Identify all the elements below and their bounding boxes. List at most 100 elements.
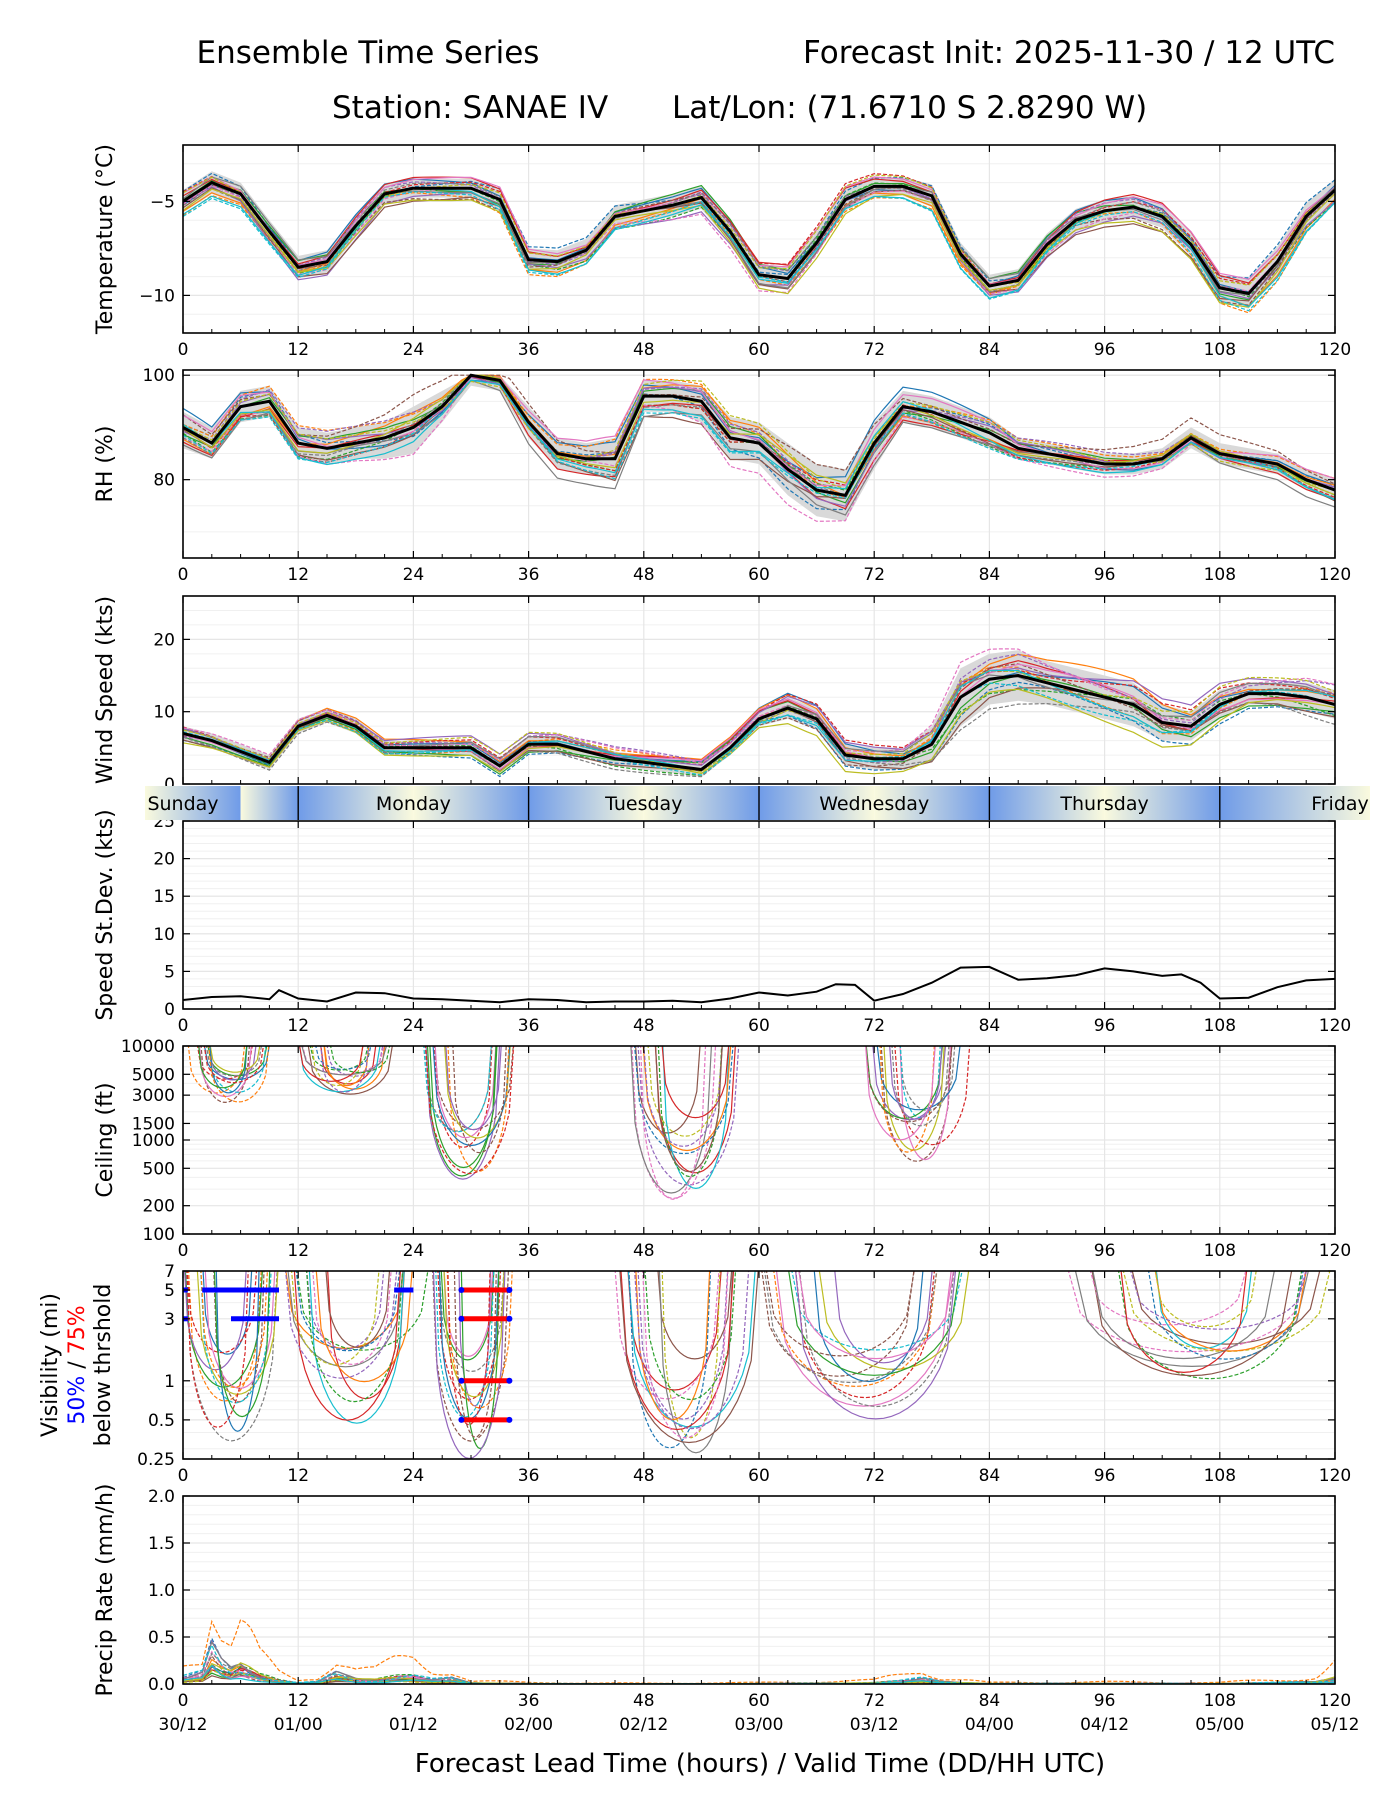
panel-wind_speed: 0122436486072849610812001020Wind Speed (…	[93, 595, 1351, 811]
y-tick-label: 1500	[132, 1114, 175, 1134]
ensemble-member-line	[446, 1271, 513, 1409]
ensemble-member-line	[894, 1046, 971, 1146]
valid-time-label: 05/00	[1195, 1715, 1244, 1735]
ensemble-member-line	[183, 374, 1335, 498]
day-label-monday: Monday	[376, 793, 451, 815]
ensemble-member-line	[1089, 1271, 1247, 1326]
spread-band	[183, 375, 1335, 522]
y-tick-label: 1000	[132, 1131, 175, 1151]
separator-label: /	[65, 1354, 90, 1375]
ensemble-member-line	[1092, 1271, 1275, 1360]
ensemble-member-line	[295, 1271, 401, 1352]
ensemble-member-line	[183, 648, 1335, 764]
x-tick-label: 96	[1094, 340, 1116, 360]
ensemble-member-line	[631, 1046, 717, 1200]
x-tick-label: 108	[1204, 1691, 1236, 1711]
x-tick-label: 120	[1319, 1241, 1351, 1261]
ensemble-member-line	[661, 1271, 721, 1439]
ensemble-member-line	[183, 379, 1335, 486]
x-tick-label: 0	[178, 1016, 189, 1036]
ensemble-member-line	[323, 1046, 370, 1087]
y-axis-label: RH (%)	[93, 426, 118, 503]
p75-label: 75%	[65, 1305, 90, 1354]
ensemble-member-line	[1148, 1271, 1304, 1360]
plot-area-temperature	[183, 171, 1335, 314]
ensemble-member-line	[637, 1046, 740, 1186]
x-tick-label: 72	[863, 340, 885, 360]
y-tick-label: 10	[153, 703, 175, 723]
ensemble-member-line	[761, 1271, 915, 1377]
x-tick-label: 84	[979, 1016, 1001, 1036]
y-axis-label: Precip Rate (mm/h)	[93, 1484, 118, 1697]
threshold-bar-cap	[506, 1286, 513, 1293]
plot-area-rh	[183, 373, 1335, 522]
x-tick-label: 108	[1204, 565, 1236, 585]
x-tick-label: 48	[633, 1466, 655, 1486]
ensemble-member-line	[432, 1046, 511, 1147]
valid-time-label: 01/00	[274, 1715, 323, 1735]
ensemble-member-line	[185, 1271, 278, 1442]
y-tick-label: 200	[143, 1197, 175, 1217]
ensemble-member-line	[1118, 1271, 1303, 1380]
x-tick-label: 0	[178, 1466, 189, 1486]
ensemble-member-line	[424, 1046, 492, 1132]
ensemble-member-line	[296, 1271, 429, 1351]
y-tick-label: 10000	[121, 1037, 175, 1057]
ensemble-member-line	[306, 1271, 385, 1351]
panel-ceiling: 0 12 24 36 48 60 72 84 96 108 120 100 200 500 10001500…	[93, 1037, 1351, 1261]
y-tick-label: −5	[150, 192, 175, 212]
ensemble-member-line	[654, 1046, 736, 1174]
day-of-week-bar: Sunday Monday Tuesday Wednesday Thursday Frid…	[145, 786, 1370, 820]
ensemble-member-line	[213, 1271, 271, 1418]
valid-time-label: 03/00	[735, 1715, 784, 1735]
day-segment	[298, 786, 414, 820]
y-tick-label: 1	[164, 1372, 175, 1392]
title-right: Forecast Init: 2025-11-30 / 12 UTC	[803, 35, 1335, 71]
ensemble-member-line	[183, 374, 1335, 496]
ensemble-member-line	[183, 653, 1335, 763]
ensemble-member-line	[443, 1271, 494, 1357]
y-tick-label: 1.5	[148, 1534, 175, 1554]
x-tick-label: 108	[1204, 1016, 1236, 1036]
p50-label: 50%	[65, 1376, 90, 1425]
ensemble-member-line	[315, 1271, 413, 1383]
ensemble-member-line	[795, 1271, 957, 1420]
y-tick-label: 5	[164, 1281, 175, 1301]
ensemble-member-line	[765, 1271, 915, 1357]
ensemble-member-line	[795, 1271, 935, 1399]
ensemble-member-line	[657, 1046, 723, 1178]
ensemble-member-line	[658, 1271, 733, 1454]
ensemble-member-line	[203, 1046, 264, 1084]
ensemble-member-line	[183, 176, 1335, 285]
ensemble-member-line	[183, 182, 1335, 295]
ensemble-member-line	[640, 1046, 707, 1200]
valid-time-label: 03/12	[850, 1715, 899, 1735]
y-tick-label: 0.5	[148, 1628, 175, 1648]
ensemble-member-line	[775, 1271, 952, 1407]
x-tick-label: 84	[979, 340, 1001, 360]
x-tick-label: 12	[287, 565, 309, 585]
ensemble-member-line	[865, 1046, 953, 1123]
x-tick-label: 72	[863, 1691, 885, 1711]
threshold-bar-cap	[458, 1286, 465, 1293]
x-tick-label: 24	[403, 1691, 425, 1711]
x-tick-label: 24	[403, 340, 425, 360]
ensemble-mean-line	[183, 673, 1335, 772]
ensemble-member-line	[287, 1271, 404, 1368]
ensemble-member-line	[183, 667, 1335, 767]
ensemble-member-line	[788, 1271, 961, 1376]
day-segment	[413, 786, 529, 820]
panel-precip_rate: 0 12 24 36 48 60 72 84 96 108 120 0.0 0.5 1.0 1.5 2.0 Pr…	[93, 1484, 1360, 1735]
ensemble-member-line	[644, 1271, 737, 1401]
ensemble-member-line	[637, 1271, 729, 1420]
ensemble-member-line	[1120, 1271, 1248, 1374]
x-tick-label: 96	[1094, 1241, 1116, 1261]
x-tick-label: 96	[1094, 1691, 1116, 1711]
x-tick-label: 24	[403, 1016, 425, 1036]
y-tick-label: 3	[164, 1310, 175, 1330]
y-tick-label: 20	[153, 850, 175, 870]
ensemble-member-line	[1067, 1271, 1307, 1353]
ensemble-member-line	[307, 1046, 393, 1095]
